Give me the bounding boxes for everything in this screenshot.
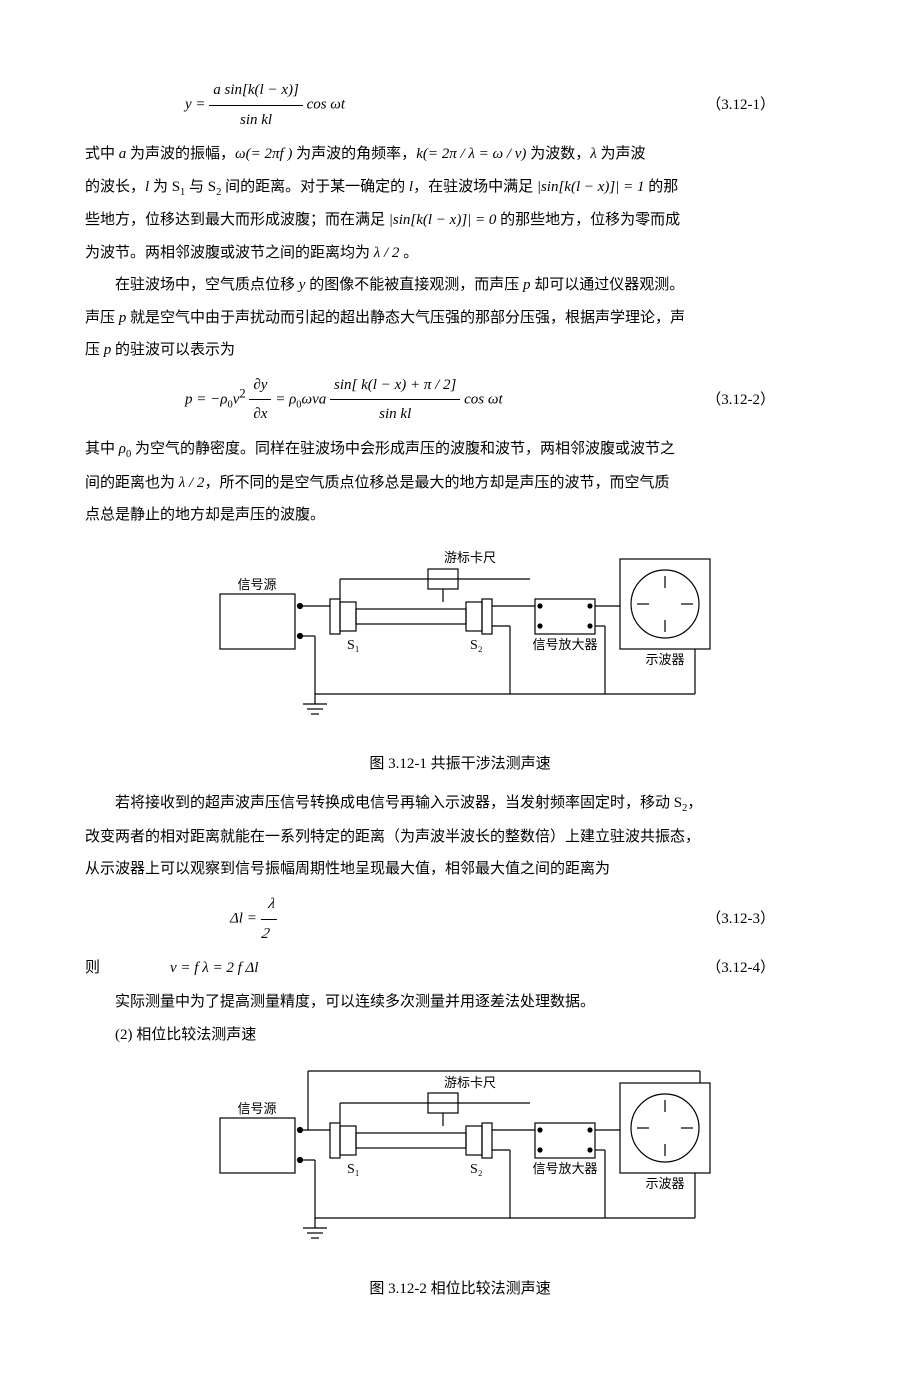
eq3-num: λ [260,890,282,920]
eq1-label: （3.12-1） [706,91,835,120]
para-15: (2) 相位比较法测声速 [85,1021,835,1050]
eq3-label: （3.12-3） [706,905,835,934]
eq1-lhs: y = [185,96,206,112]
t: 的那 [644,179,678,195]
fig2-s2: S₂ [470,1162,483,1177]
equation-1: y = a sin[k(l − x)] sin kl cos ωt （3.12-… [85,76,835,134]
eq2-num: sin[ k(l − x) + π / 2] [330,371,460,401]
t: 就是空气中由于声扰动而引起的超出静态大气压强的那部分压强，根据声学理论，声 [126,310,685,326]
para-3: 些地方，位移达到最大而形成波腹；而在满足 |sin[k(l − x)]| = 0… [85,206,835,235]
abs1: |sin[k(l − x)]| = 1 [537,179,645,195]
eq2-dx: ∂x [249,400,271,429]
lam2a: λ / 2 [374,245,400,261]
para-7: 压 p 的驻波可以表示为 [85,336,835,365]
equation-4: 则 v = f λ = 2 f Δl （3.12-4） [85,954,835,983]
t: 为声波的角频率， [292,146,416,162]
fig1-s1: S₁ [347,638,360,653]
eq1-tail: cos ωt [307,96,346,112]
para-4: 为波节。两相邻波腹或波节之间的距离均为 λ / 2 。 [85,239,835,268]
fig2-caption: 图 3.12-2 相位比较法测声速 [85,1275,835,1304]
fig2-caliper: 游标卡尺 [444,1075,496,1090]
para-14: 实际测量中为了提高测量精度，可以连续多次测量并用逐差法处理数据。 [85,988,835,1017]
figure-1: 信号源 游标卡尺 S₁ S₂ 信号放大器 示波器 [85,544,835,745]
t: 的驻波可以表示为 [111,342,235,358]
eq1-den: sin kl [209,106,303,135]
fig1-source: 信号源 [237,577,276,592]
para-12: 改变两者的相对距离就能在一系列特定的距离（为声波半波长的整数倍）上建立驻波共振态… [85,823,835,852]
t: 其中 [85,441,119,457]
para-1: 式中 a 为声波的振幅，ω(= 2πf ) 为声波的角频率，k(= 2π / λ… [85,140,835,169]
t: 为空气的静密度。同样在驻波场中会形成声压的波腹和波节，两相邻波腹或波节之 [131,441,675,457]
t: 在驻波场中，空气质点位移 [115,277,299,293]
para-13: 从示波器上可以观察到信号振幅周期性地呈现最大值，相邻最大值之间的距离为 [85,855,835,884]
t: 若将接收到的超声波声压信号转换成电信号再输入示波器，当发射频率固定时，移动 S [115,795,682,811]
eq2-label: （3.12-2） [706,386,835,415]
eq2-pre: p = −ρ [185,391,227,407]
eq4-body: v = f λ = 2 f Δl [170,960,258,976]
para-10: 点总是静止的地方却是声压的波腹。 [85,501,835,530]
eq2-den: sin kl [330,400,460,429]
para-6: 声压 p 就是空气中由于声扰动而引起的超出静态大气压强的那部分压强，根据声学理论… [85,304,835,333]
eq3-body: Δl = [230,910,261,926]
t: 的那些地方，位移为零而成 [496,212,680,228]
t: 却可以通过仪器观测。 [530,277,684,293]
lam2b: λ / 2 [179,475,205,491]
fig2-s1: S₁ [347,1162,360,1177]
t: 为波数， [526,146,590,162]
t: ，所不同的是空气质点位移总是最大的地方却是声压的波节，而空气质 [204,475,669,491]
t: 间的距离。对于某一确定的 [221,179,409,195]
fig1-scope: 示波器 [645,652,684,667]
t: 声压 [85,310,119,326]
t: 些地方，位移达到最大而形成波腹；而在满足 [85,212,389,228]
para-9: 间的距离也为 λ / 2，所不同的是空气质点位移总是最大的地方却是声压的波节，而… [85,469,835,498]
fig2-amp: 信号放大器 [532,1161,597,1176]
figure-2: 信号源 游标卡尺 S₁ S₂ 信号放大器 示波器 [85,1063,835,1269]
fig2-source: 信号源 [237,1101,276,1116]
t: 为声波的振幅， [126,146,235,162]
sym-omega: ω(= 2πf ) [235,146,292,162]
fig2-scope: 示波器 [645,1176,684,1191]
eq2-sup: 2 [239,386,245,400]
fig1-s2: S₂ [470,638,483,653]
abs0: |sin[k(l − x)]| = 0 [389,212,497,228]
t: 与 S [185,179,216,195]
t: 的波长， [85,179,145,195]
sym-k: k(= 2π / λ = ω / v) [416,146,526,162]
t: 。 [399,245,418,261]
then: 则 [85,954,145,983]
equation-2: p = −ρ0v2 ∂y ∂x = ρ0ωva sin[ k(l − x) + … [85,371,835,429]
para-5: 在驻波场中，空气质点位移 y 的图像不能被直接观测，而声压 p 却可以通过仪器观… [85,271,835,300]
rho: ρ [119,441,126,457]
t: 压 [85,342,104,358]
eq2-mid: = ρ [275,391,296,407]
t: 为 S [149,179,180,195]
equation-3: Δl = λ 2 （3.12-3） [85,890,835,948]
t: 的图像不能被直接观测，而声压 [305,277,523,293]
t: ，在驻波场中满足 [413,179,537,195]
para-2: 的波长，l 为 S1 与 S2 间的距离。对于某一确定的 l，在驻波场中满足 |… [85,173,835,203]
fig1-caption: 图 3.12-1 共振干涉法测声速 [85,750,835,779]
eq1-num: a sin[k(l − x)] [209,76,303,106]
t: 间的距离也为 [85,475,179,491]
eq2-tail: cos ωt [464,391,503,407]
t: 为声波 [597,146,646,162]
eq4-label: （3.12-4） [706,954,835,983]
t: ， [687,795,702,811]
eq2-dy: ∂y [249,371,271,401]
para-8: 其中 ρ0 为空气的静密度。同样在驻波场中会形成声压的波腹和波节，两相邻波腹或波… [85,435,835,465]
t: 式中 [85,146,119,162]
para-11: 若将接收到的超声波声压信号转换成电信号再输入示波器，当发射频率固定时，移动 S2… [85,789,835,819]
fig1-amp: 信号放大器 [532,637,597,652]
fig1-caliper: 游标卡尺 [444,550,496,565]
t: 为波节。两相邻波腹或波节之间的距离均为 [85,245,374,261]
eq2-wva: ωva [302,391,327,407]
